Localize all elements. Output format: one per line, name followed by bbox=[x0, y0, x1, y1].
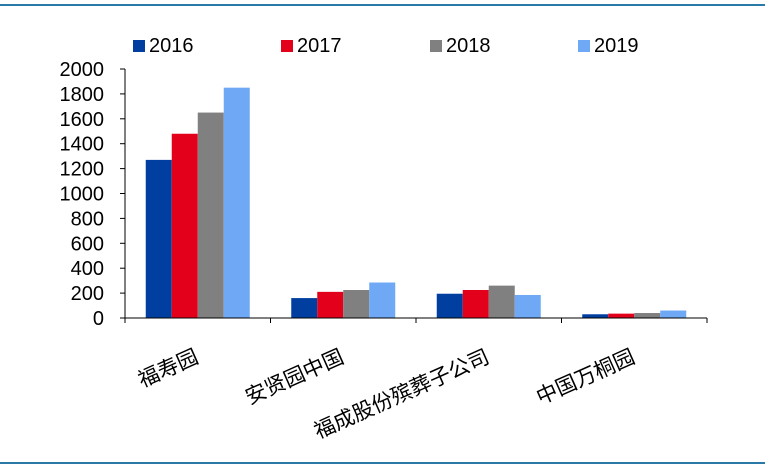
bar-2018-0 bbox=[197, 112, 224, 318]
bar-2019-1 bbox=[369, 282, 396, 318]
chart-legend: 2016 2017 2018 2019 bbox=[0, 34, 765, 58]
legend-item-2017: 2017 bbox=[281, 34, 342, 58]
x-category-label: 中国万桐园 bbox=[533, 345, 639, 410]
y-tick-label: 1000 bbox=[60, 184, 105, 206]
legend-swatch-2019 bbox=[578, 40, 590, 52]
y-tick-label: 600 bbox=[71, 233, 104, 255]
bar-2018-1 bbox=[343, 289, 370, 318]
top-border-line bbox=[0, 4, 765, 6]
bar-2017-3 bbox=[608, 313, 635, 318]
y-tick-label: 200 bbox=[71, 283, 104, 305]
y-tick-label: 0 bbox=[93, 308, 104, 330]
legend-swatch-2017 bbox=[281, 40, 293, 52]
bottom-border-line bbox=[0, 462, 765, 464]
bars-group bbox=[145, 87, 687, 318]
bar-2016-3 bbox=[582, 314, 609, 318]
legend-label-2019: 2019 bbox=[594, 35, 639, 57]
legend-swatch-2016 bbox=[133, 40, 145, 52]
y-tick-label: 2000 bbox=[60, 59, 105, 81]
bar-2019-3 bbox=[660, 310, 687, 318]
bar-2019-0 bbox=[223, 87, 250, 318]
bar-2017-0 bbox=[171, 133, 198, 318]
x-category-label: 福寿园 bbox=[134, 345, 201, 393]
axes-group bbox=[120, 68, 708, 323]
bar-2017-1 bbox=[317, 291, 344, 318]
legend-item-2016: 2016 bbox=[133, 34, 194, 58]
y-tick-label: 1200 bbox=[60, 159, 105, 181]
y-tick-label: 1600 bbox=[60, 109, 105, 131]
bar-2018-3 bbox=[634, 313, 661, 318]
x-category-label: 安贤园中国 bbox=[242, 345, 348, 410]
legend-swatch-2018 bbox=[430, 40, 442, 52]
legend-label-2018: 2018 bbox=[446, 35, 491, 57]
y-tick-label: 1400 bbox=[60, 134, 105, 156]
bar-2017-2 bbox=[462, 289, 489, 318]
y-tick-label: 1800 bbox=[60, 84, 105, 106]
legend-item-2018: 2018 bbox=[430, 34, 491, 58]
legend-label-2017: 2017 bbox=[297, 35, 342, 57]
bar-2016-1 bbox=[291, 298, 318, 318]
legend-label-2016: 2016 bbox=[149, 35, 194, 57]
y-tick-label: 400 bbox=[71, 258, 104, 280]
bar-2018-2 bbox=[488, 285, 515, 318]
legend-item-2019: 2019 bbox=[578, 34, 639, 58]
bar-2019-2 bbox=[514, 294, 541, 318]
y-tick-label: 800 bbox=[71, 208, 104, 230]
bar-2016-2 bbox=[436, 293, 463, 318]
bar-2016-0 bbox=[145, 159, 172, 318]
